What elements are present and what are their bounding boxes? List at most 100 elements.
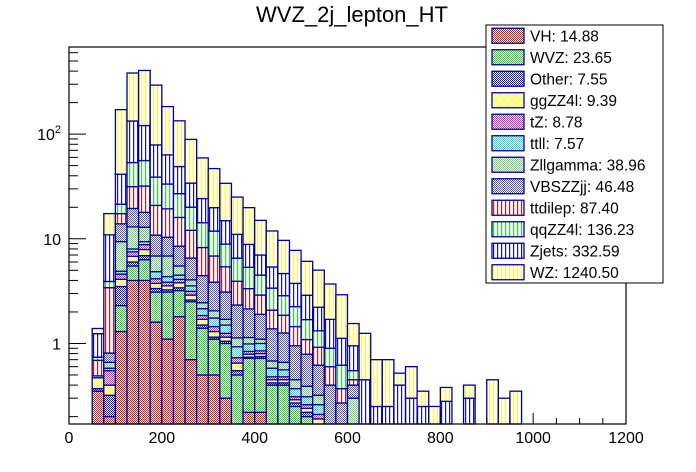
bar-Zllgamma-bin-15 (265, 360, 279, 369)
bar-qqZZ4l-bin-3 (126, 161, 140, 188)
bar-WVZ-bin-18 (300, 415, 314, 425)
bar-ttdilep-bin-5 (149, 204, 163, 236)
legend-swatch-WZ (491, 264, 525, 281)
bar-ttll-bin-19 (312, 404, 325, 416)
bar-ttll-bin-9 (195, 308, 209, 317)
bar-ttll-bin-16 (277, 369, 291, 378)
bar-ttll-bin-12 (230, 346, 244, 359)
bar-WVZ-bin-2 (114, 304, 128, 333)
bar-VBSZZjj-bin-4 (137, 211, 151, 228)
bar-qqZZ4l-bin-16 (277, 295, 291, 316)
bar-ggZZ4l-bin-5 (149, 282, 163, 290)
bar-Zjets-bin-3 (126, 120, 140, 164)
bar-ttll-bin-18 (300, 396, 314, 406)
bar-ttdilep-bin-3 (126, 185, 140, 210)
bar-Zjets-bin-20 (323, 318, 337, 349)
bar-VH-bin-9 (195, 374, 209, 425)
bar-Zjets-bin-9 (195, 197, 209, 224)
bar-VBSZZjj-bin-5 (149, 234, 163, 257)
x-tick-label: 1200 (608, 430, 644, 447)
legend-swatch-WVZ (491, 49, 525, 66)
bar-Zjets-bin-10 (207, 206, 221, 232)
bar-ggZZ4l-bin-10 (207, 330, 221, 338)
bar-WVZ-bin-8 (184, 301, 198, 361)
bar-Zjets-bin-4 (137, 124, 151, 162)
bar-Zjets-bin-27 (404, 397, 418, 425)
legend-label-Other: Other: 7.55 (530, 71, 608, 88)
bar-WVZ-bin-10 (207, 338, 221, 376)
bar-Zllgamma-bin-12 (230, 337, 244, 348)
bar-WVZ-bin-16 (277, 384, 291, 425)
bar-ttdilep-bin-13 (242, 287, 256, 310)
bar-qqZZ4l-bin-10 (207, 230, 221, 257)
bar-WVZ-bin-9 (195, 327, 209, 376)
bar-VBSZZjj-bin-12 (230, 304, 244, 339)
bar-Zllgamma-bin-2 (114, 240, 128, 272)
x-tick-label: 200 (148, 430, 175, 447)
bar-Zllgamma-bin-8 (184, 279, 198, 287)
bar-ttll-bin-17 (288, 387, 302, 398)
bar-WZ-bin-0 (91, 327, 105, 335)
bar-Zjets-bin-15 (265, 266, 279, 289)
bar-VBSZZjj-bin-9 (195, 274, 209, 304)
bar-ttdilep-bin-7 (172, 216, 186, 247)
bar-qqZZ4l-bin-2 (114, 203, 128, 215)
bar-Zjets-bin-23 (358, 379, 372, 425)
bar-Zjets-bin-21 (335, 337, 349, 366)
bar-WVZ-bin-14 (254, 357, 267, 413)
bar-Zjets-bin-18 (300, 294, 314, 321)
bar-tZ-bin-12 (230, 357, 244, 364)
bar-VH-bin-0 (91, 390, 105, 425)
bar-WVZ-bin-15 (265, 384, 279, 425)
bar-VBSZZjj-bin-7 (172, 245, 186, 267)
bar-ttll-bin-5 (149, 271, 163, 280)
bar-VH-bin-14 (254, 411, 267, 425)
bar-WZ-bin-8 (184, 138, 198, 184)
x-tick-label: 600 (334, 430, 361, 447)
bar-tZ-bin-3 (126, 251, 140, 257)
bar-qqZZ4l-bin-18 (300, 318, 314, 341)
bar-ttll-bin-11 (219, 324, 233, 334)
bar-qqZZ4l-bin-11 (219, 243, 233, 268)
axes-layer: 0 200 400 600 800 1000 1200 1 10 102 (37, 52, 644, 447)
bar-VH-bin-7 (172, 316, 186, 425)
bar-Zllgamma-bin-10 (207, 310, 221, 319)
bar-ttdilep-bin-22 (346, 379, 360, 386)
bar-ttdilep-bin-12 (230, 280, 244, 306)
bar-Zjets-bin-22 (346, 345, 360, 372)
bar-VBSZZjj-bin-11 (219, 291, 233, 320)
bar-qqZZ4l-bin-14 (254, 274, 267, 296)
bar-ttdilep-bin-21 (335, 387, 349, 404)
legend: VH: 14.88 WVZ: 23.65 Other: 7.55 ggZZ4l: 9.… (485, 24, 664, 284)
bar-Zjets-bin-12 (230, 233, 244, 259)
bar-Zjets-bin-19 (312, 306, 325, 332)
bar-WZ-bin-34 (486, 379, 500, 425)
bar-Zllgamma-bin-18 (300, 385, 314, 398)
bar-WZ-bin-35 (497, 397, 511, 425)
bar-WVZ-bin-12 (230, 374, 244, 425)
bar-Zjets-bin-2 (114, 173, 128, 205)
bar-Zjets-bin-14 (254, 254, 267, 276)
bar-VBSZZjj-bin-2 (114, 223, 128, 243)
bar-Zllgamma-bin-22 (346, 397, 360, 425)
bar-VBSZZjj-bin-16 (277, 332, 291, 363)
bar-tZ-bin-19 (312, 413, 325, 420)
bar-qqZZ4l-bin-13 (242, 266, 256, 290)
y-tick-label: 1 (52, 336, 61, 353)
bar-WZ-bin-19 (312, 269, 325, 308)
bar-ttdilep-bin-9 (195, 246, 209, 277)
bar-tZ-bin-10 (207, 325, 221, 333)
bar-VBSZZjj-bin-14 (254, 313, 267, 340)
legend-swatch-VH (491, 27, 525, 44)
bar-qqZZ4l-bin-20 (323, 347, 337, 368)
bar-WZ-bin-20 (323, 283, 337, 320)
bar-Zjets-bin-5 (149, 144, 163, 178)
bar-WVZ-bin-17 (288, 405, 302, 425)
bar-VH-bin-6 (161, 338, 175, 425)
bar-WZ-bin-3 (126, 72, 140, 122)
bar-ttdilep-bin-10 (207, 255, 221, 283)
bar-ggZZ4l-bin-3 (126, 255, 140, 263)
bar-WZ-bin-1 (103, 212, 117, 236)
bar-ggZZ4l-bin-7 (172, 282, 186, 289)
bar-VBSZZjj-bin-3 (126, 207, 140, 228)
